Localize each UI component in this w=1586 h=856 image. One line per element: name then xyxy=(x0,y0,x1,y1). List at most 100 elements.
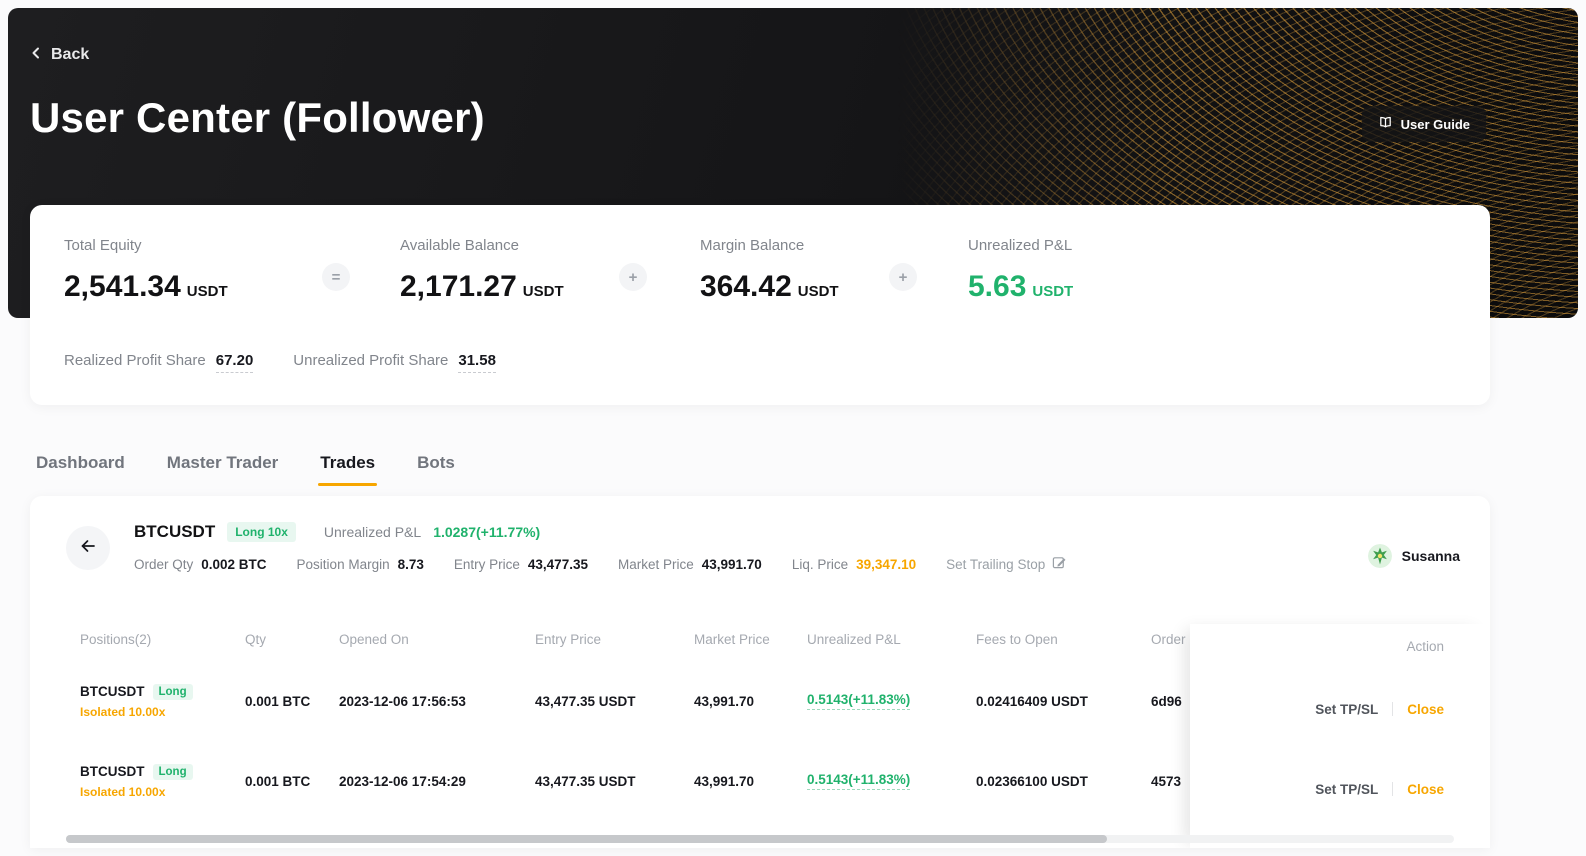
stat-value-number: 2,171.27 xyxy=(400,270,517,303)
col-market-price: Market Price xyxy=(694,631,770,647)
close-position-button[interactable]: Close xyxy=(1407,701,1444,717)
cell-order-id: 6d96 xyxy=(1151,693,1182,709)
field-value: 0.002 BTC xyxy=(201,556,267,572)
cell-unrealized-pnl: 0.5143(+11.83%) xyxy=(807,772,976,790)
cell-opened-on: 2023-12-06 17:54:29 xyxy=(339,773,466,789)
col-order: Order xyxy=(1151,631,1186,647)
ps-value: 31.58 xyxy=(458,352,496,373)
unrealized-pnl-value: 1.0287(+11.77%) xyxy=(433,524,541,540)
field-order-qty: Order Qty 0.002 BTC xyxy=(134,557,267,572)
back-button[interactable]: Back xyxy=(30,46,89,64)
table-row: BTCUSDT Long Isolated 10.00x 0.001 BTC 2… xyxy=(30,661,1490,741)
horizontal-scrollbar-track[interactable] xyxy=(66,835,1454,843)
set-tpsl-button[interactable]: Set TP/SL xyxy=(1315,781,1379,797)
stat-label: Available Balance xyxy=(400,237,519,254)
stat-value: 2,171.27 USDT xyxy=(400,270,564,304)
field-position-margin: Position Margin 8.73 xyxy=(297,557,424,572)
field-value: 43,477.35 xyxy=(527,556,588,572)
stat-value-unit: USDT xyxy=(1032,283,1074,300)
action-column-overlay: Action Set TP/SL Close Set TP/SL Close xyxy=(1190,624,1490,848)
stat-label: Unrealized P&L xyxy=(968,237,1073,254)
master-trader-chip[interactable]: Susanna xyxy=(1367,544,1460,568)
unrealized-pnl-label: Unrealized P&L xyxy=(323,524,422,540)
field-value: 43,991.70 xyxy=(701,556,762,572)
stat-value: 364.42 USDT xyxy=(700,270,839,304)
field-value: 39,347.10 xyxy=(856,556,917,572)
user-guide-button[interactable]: User Guide xyxy=(1361,106,1486,142)
edit-icon xyxy=(1052,555,1067,573)
action-divider xyxy=(1392,782,1394,796)
stat-value: 2,541.34 USDT xyxy=(64,270,228,304)
user-guide-label: User Guide xyxy=(1400,116,1470,132)
stat-margin-balance: Margin Balance 364.42 USDT xyxy=(700,237,839,304)
tab-trades[interactable]: Trades xyxy=(316,453,379,486)
row-margin-mode: Isolated 10.00x xyxy=(80,704,166,719)
stat-total-equity: Total Equity 2,541.34 USDT xyxy=(64,237,228,304)
col-qty: Qty xyxy=(245,631,267,647)
field-label: Order Qty xyxy=(134,556,194,572)
cell-symbol: BTCUSDT Long Isolated 10.00x xyxy=(80,763,245,799)
equity-summary-card: Total Equity 2,541.34 USDT = Available Ba… xyxy=(30,205,1490,405)
stat-value-number: 364.42 xyxy=(700,270,792,303)
stat-value-number: 2,541.34 xyxy=(64,270,181,303)
ps-label: Unrealized Profit Share xyxy=(293,352,449,369)
cell-market-price: 43,991.70 xyxy=(694,773,755,789)
back-arrow-button[interactable] xyxy=(66,526,110,570)
pnl-value: 0.5143(+11.83%) xyxy=(807,772,911,790)
tab-dashboard[interactable]: Dashboard xyxy=(36,453,125,472)
stat-available-balance: Available Balance 2,171.27 USDT xyxy=(400,237,564,304)
arrow-left-icon xyxy=(79,537,97,560)
cell-order-id: 4573 xyxy=(1151,773,1182,789)
close-position-button[interactable]: Close xyxy=(1407,781,1444,797)
table-row: BTCUSDT Long Isolated 10.00x 0.001 BTC 2… xyxy=(30,741,1490,821)
cell-qty: 0.001 BTC xyxy=(245,773,311,789)
position-symbol: BTCUSDT xyxy=(134,522,216,541)
field-entry-price: Entry Price 43,477.35 xyxy=(454,557,588,572)
cell-market-price: 43,991.70 xyxy=(694,693,755,709)
cell-opened-on: 2023-12-06 17:56:53 xyxy=(339,693,466,709)
back-label: Back xyxy=(51,46,90,63)
field-liq-price: Liq. Price 39,347.10 xyxy=(792,557,916,572)
col-positions: Positions(2) xyxy=(80,631,152,647)
cell-fees-to-open: 0.02416409 USDT xyxy=(976,693,1088,709)
col-opened-on: Opened On xyxy=(339,631,409,647)
cell-symbol: BTCUSDT Long Isolated 10.00x xyxy=(80,683,245,719)
field-label: Liq. Price xyxy=(791,556,849,572)
row-margin-mode: Isolated 10.00x xyxy=(80,784,166,799)
set-trailing-stop-button[interactable]: Set Trailing Stop xyxy=(946,555,1067,573)
row-symbol: BTCUSDT xyxy=(80,684,145,699)
cell-fees-to-open: 0.02366100 USDT xyxy=(976,773,1088,789)
set-tpsl-button[interactable]: Set TP/SL xyxy=(1315,701,1379,717)
stat-value-unit: USDT xyxy=(797,283,839,300)
col-entry-price: Entry Price xyxy=(535,631,602,647)
ps-value: 67.20 xyxy=(215,352,254,373)
cell-entry-price: 43,477.35 USDT xyxy=(535,693,636,709)
stat-value-number: 5.63 xyxy=(968,270,1027,303)
plus-icon: + xyxy=(619,263,647,291)
tab-master-trader[interactable]: Master Trader xyxy=(166,453,279,472)
trader-avatar xyxy=(1367,544,1392,568)
stat-value: 5.63 USDT xyxy=(968,270,1073,304)
trades-card: BTCUSDT Long 10x Unrealized P&L 1.0287(+… xyxy=(30,496,1490,848)
chevron-left-icon xyxy=(30,46,42,64)
pnl-value: 0.5143(+11.83%) xyxy=(807,692,911,710)
position-side-leverage-badge: Long 10x xyxy=(227,522,296,542)
field-label: Position Margin xyxy=(296,556,390,572)
stat-label: Margin Balance xyxy=(700,237,805,254)
action-divider xyxy=(1392,702,1394,716)
book-icon xyxy=(1378,115,1393,133)
stat-value-unit: USDT xyxy=(522,283,564,300)
cell-entry-price: 43,477.35 USDT xyxy=(535,773,636,789)
tab-bots[interactable]: Bots xyxy=(417,453,455,472)
set-trailing-stop-label: Set Trailing Stop xyxy=(946,556,1046,572)
realized-profit-share: Realized Profit Share 67.20 xyxy=(64,352,254,373)
field-label: Entry Price xyxy=(453,556,520,572)
horizontal-scrollbar-thumb[interactable] xyxy=(66,835,1107,843)
tab-bar: Dashboard Master Trader Trades Bots xyxy=(32,453,1586,486)
ps-label: Realized Profit Share xyxy=(64,352,206,369)
row-side-badge: Long xyxy=(152,763,193,780)
row-actions: Set TP/SL Close xyxy=(1190,749,1490,829)
plus-icon: + xyxy=(889,263,917,291)
page-title: User Center (Follower) xyxy=(30,94,485,141)
stat-label: Total Equity xyxy=(64,237,142,254)
